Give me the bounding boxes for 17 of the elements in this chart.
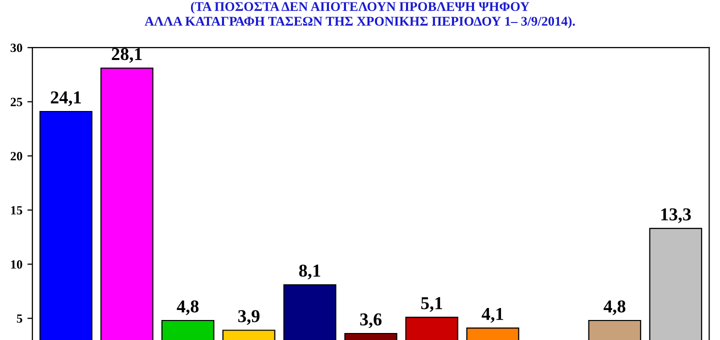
- y-tick-label: 25: [10, 98, 22, 106]
- data-label: 4,1: [482, 308, 504, 323]
- chart-subtitle: (ΤΑ ΠΟΣΟΣΤΑ ΔΕΝ ΑΠΟΤΕΛΟΥΝ ΠΡΟΒΛΕΨΗ ΨΗΦΟΥ ΑΛΛΑ ΚΑΤΑΓΡΑΦΗ ΤΑΣΕΩΝ ΤΗΣ ΧΡΟΝΙΚΗΣ ΠΕΡΙΟΔΟΥ 1– 3/9/2014).: [144, 2, 575, 28]
- y-tick-label: 15: [11, 206, 22, 215]
- y-tick-label: 5: [16, 314, 22, 323]
- data-label: 4,8: [176, 300, 199, 316]
- data-label: 24,1: [50, 91, 81, 106]
- data-label: 5,1: [421, 297, 442, 312]
- y-tick-label: 20: [10, 152, 22, 160]
- data-label: 28,1: [112, 48, 142, 63]
- y-tick-label: 10: [11, 260, 22, 269]
- y-tick-label: 30: [10, 44, 22, 52]
- data-label: 3,6: [360, 313, 382, 328]
- data-label: 8,1: [299, 264, 320, 280]
- data-label: 3,9: [238, 310, 260, 325]
- data-label: 4,8: [604, 300, 626, 316]
- data-label: 13,3: [661, 208, 691, 224]
